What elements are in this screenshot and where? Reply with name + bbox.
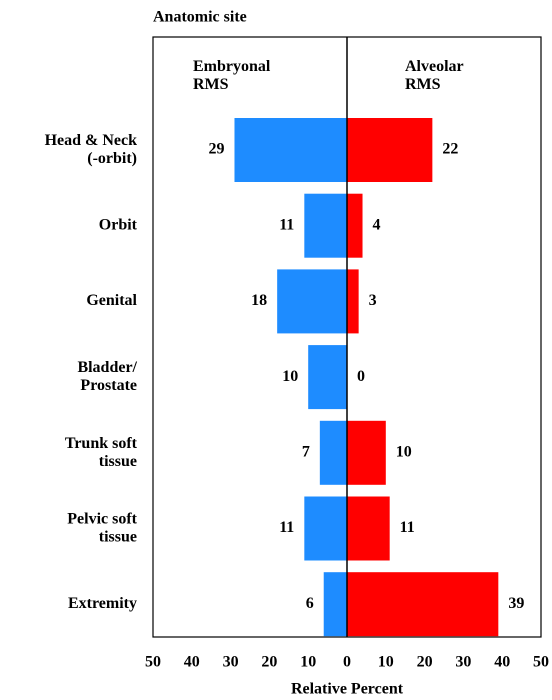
series-label: Embryonal RMS	[193, 58, 271, 93]
x-tick-label: 30	[223, 654, 239, 671]
category-label: Genital	[86, 292, 137, 309]
bar	[304, 193, 347, 258]
category-label: Pelvic soft tissue	[67, 510, 137, 545]
x-tick-label: 30	[455, 654, 471, 671]
value-label: 10	[396, 443, 412, 460]
x-tick-label: 40	[184, 654, 200, 671]
bar	[347, 572, 499, 637]
bar	[308, 345, 347, 410]
x-tick-label: 20	[261, 654, 277, 671]
series-label: Alveolar RMS	[405, 58, 464, 93]
value-label: 7	[302, 443, 310, 460]
bar	[319, 420, 347, 485]
bar	[347, 496, 390, 561]
y-axis-title: Anatomic site	[153, 9, 247, 26]
category-label: Bladder/Prostate	[77, 359, 137, 394]
value-label: 39	[508, 595, 524, 612]
value-label: 4	[373, 216, 381, 233]
value-label: 10	[282, 368, 298, 385]
x-tick-label: 20	[417, 654, 433, 671]
x-tick-label: 10	[378, 654, 394, 671]
bar	[347, 269, 359, 334]
value-label: 29	[208, 141, 224, 158]
x-tick-label: 50	[145, 654, 161, 671]
category-label: Head & Neck (-orbit)	[45, 132, 138, 167]
value-label: 11	[400, 519, 415, 536]
bar	[323, 572, 347, 637]
x-tick-label: 40	[494, 654, 510, 671]
x-tick-label: 50	[533, 654, 549, 671]
category-label: Orbit	[99, 216, 138, 233]
x-tick-label: 10	[300, 654, 316, 671]
value-label: 3	[369, 292, 377, 309]
bar	[304, 496, 347, 561]
value-label: 22	[442, 141, 458, 158]
value-label: 18	[251, 292, 267, 309]
x-axis-title: Relative Percent	[291, 681, 404, 698]
bar	[277, 269, 347, 334]
bar	[347, 193, 363, 258]
bar	[347, 420, 386, 485]
bar	[234, 118, 347, 182]
value-label: 11	[279, 519, 294, 536]
category-label: Extremity	[68, 595, 137, 612]
value-label: 6	[306, 595, 314, 612]
category-label: Trunk soft tissue	[65, 434, 138, 469]
x-tick-label: 0	[343, 654, 351, 671]
value-label: 11	[279, 216, 294, 233]
value-label: 0	[357, 368, 365, 385]
bar	[347, 118, 433, 182]
